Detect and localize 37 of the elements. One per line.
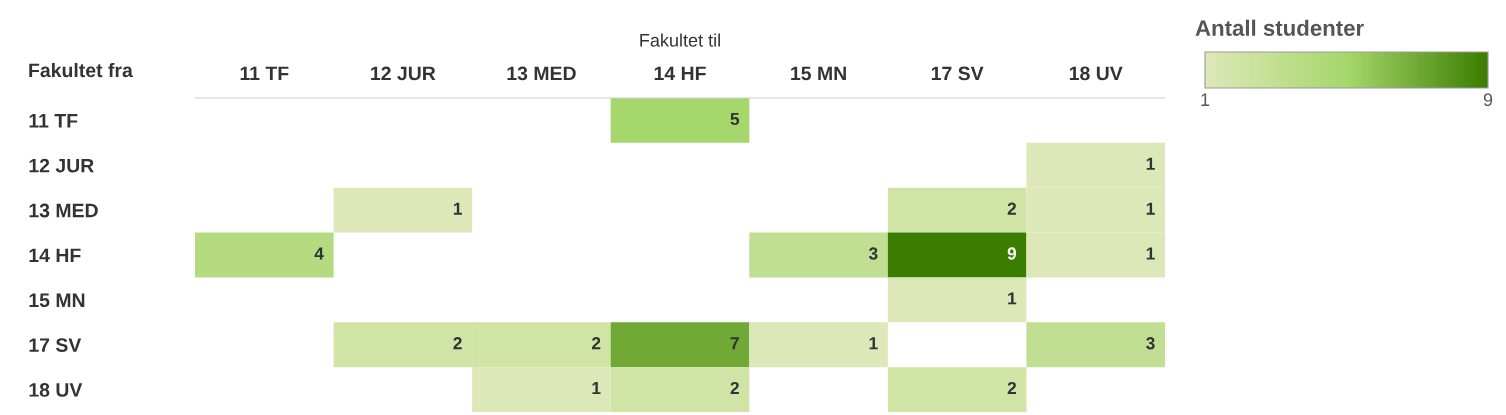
x-tick-label: 11 TF (240, 66, 289, 81)
color-bar-label: 9 (1483, 93, 1493, 107)
x-tick-label: 17 SV (931, 66, 984, 81)
data-label: 7 (730, 337, 739, 350)
data-label: 2 (453, 337, 462, 350)
x-tick-label: 18 UV (1069, 66, 1123, 81)
data-label: 1 (453, 202, 462, 215)
y-tick-label: 18 UV (29, 383, 83, 397)
data-label: 2 (1007, 202, 1017, 215)
y-tick-label: 17 SV (29, 338, 82, 352)
data-label: 2 (730, 381, 739, 395)
color-bar-title: Antall studenter (1195, 19, 1364, 36)
x-axis-title: Fakultet til (640, 33, 720, 47)
y-tick-label: 13 MED (29, 203, 98, 218)
data-label: 4 (314, 247, 324, 260)
data-label: 3 (868, 247, 878, 260)
data-label: 1 (1008, 292, 1017, 305)
data-label: 1 (592, 382, 601, 395)
y-tick-label: 12 JUR (29, 158, 94, 173)
data-label: 2 (1007, 381, 1017, 395)
data-label: 1 (1146, 247, 1155, 260)
data-label: 2 (591, 337, 601, 350)
data-label: 1 (1146, 157, 1155, 170)
x-tick-label: 15 MN (791, 66, 846, 81)
y-tick-label: 14 HF (29, 248, 81, 263)
x-tick-label: 14 HF (654, 66, 706, 81)
data-label: 1 (869, 337, 878, 350)
y-tick-label: 15 MN (29, 293, 85, 308)
data-label: 3 (1146, 337, 1155, 350)
data-label: 9 (1007, 247, 1017, 260)
color-bar-label: 1 (1201, 93, 1210, 106)
y-axis-title: Fakultet fra (29, 62, 133, 78)
data-label: 5 (730, 112, 740, 126)
x-tick-label: 13 MED (507, 66, 576, 81)
y-tick-label: 11 TF (29, 114, 78, 128)
data-label: 1 (1146, 202, 1155, 215)
x-tick-label: 12 JUR (371, 66, 436, 81)
